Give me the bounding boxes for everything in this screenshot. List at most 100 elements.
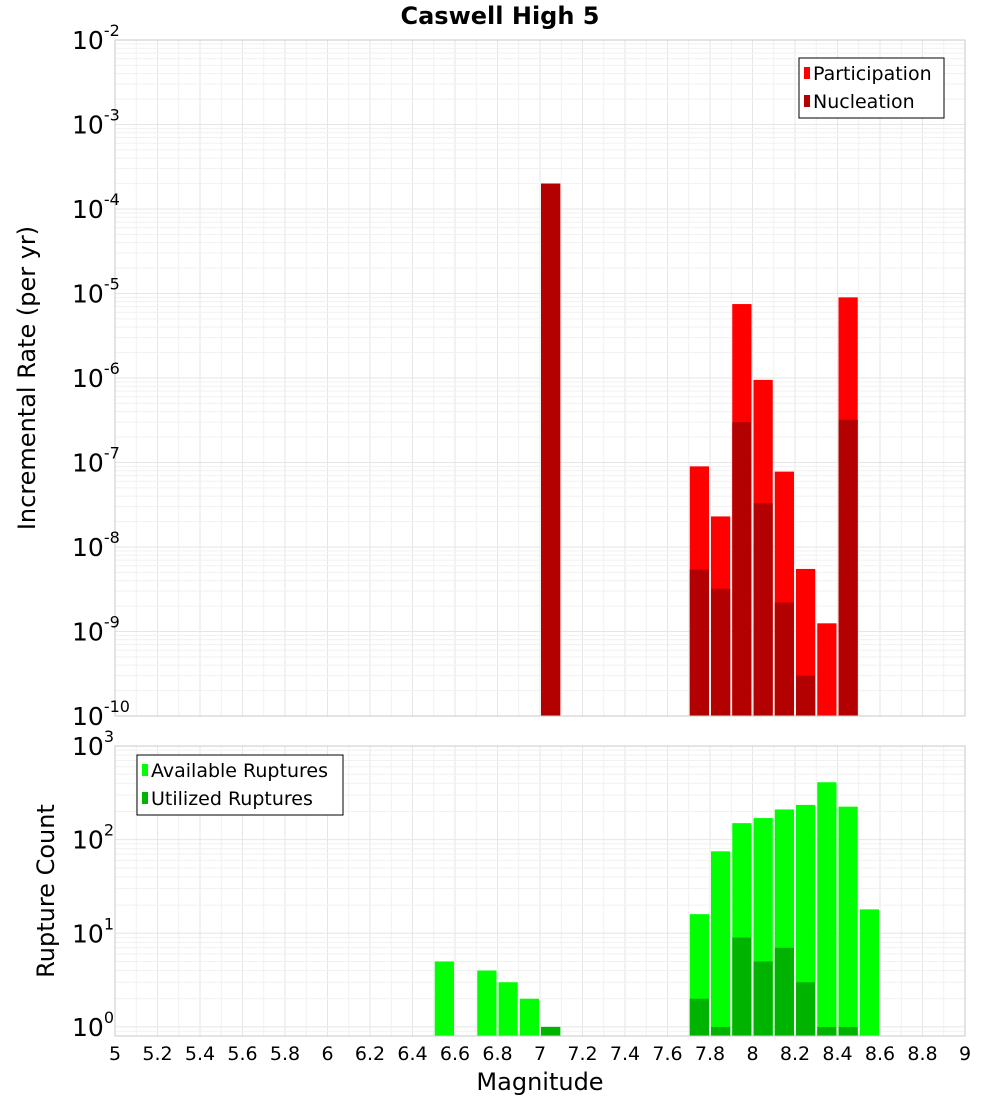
legend-label: Participation xyxy=(813,63,932,85)
y-tick-exponent: -9 xyxy=(104,613,120,632)
y-tick-base: 10 xyxy=(72,280,104,309)
bar-count-series1-0 xyxy=(541,1026,561,1036)
y-tick-base: 10 xyxy=(72,702,104,731)
x-tick-label: 5 xyxy=(109,1043,121,1065)
y-tick-label: 10-5 xyxy=(72,275,120,309)
y-tick-label: 10-4 xyxy=(72,190,120,224)
bar-count-series1-6 xyxy=(796,982,816,1036)
y-tick-label: 10-7 xyxy=(72,444,120,478)
y-tick-label: 103 xyxy=(72,727,114,761)
y-tick-base: 10 xyxy=(72,195,104,224)
count-y-axis-label: Rupture Count xyxy=(32,804,60,978)
y-tick-label: 102 xyxy=(72,821,114,855)
y-tick-exponent: -3 xyxy=(104,106,120,125)
y-tick-base: 10 xyxy=(72,111,104,140)
y-tick-label: 100 xyxy=(72,1008,114,1042)
y-tick-base: 10 xyxy=(72,732,104,761)
y-tick-exponent: -8 xyxy=(104,528,120,547)
bar-count-series0-12 xyxy=(838,806,858,1036)
x-tick-label: 8.8 xyxy=(907,1043,937,1065)
count-legend: Available Ruptures Utilized Ruptures xyxy=(136,754,344,816)
bar-count-series1-8 xyxy=(838,1026,858,1036)
y-tick-base: 10 xyxy=(72,919,104,948)
bar-count-series1-4 xyxy=(753,961,773,1036)
y-tick-exponent: -2 xyxy=(104,21,120,40)
y-tick-label: 101 xyxy=(72,914,114,948)
y-tick-label: 10-6 xyxy=(72,359,120,393)
bar-rate-series1-3 xyxy=(732,422,752,716)
x-tick-label: 7.8 xyxy=(695,1043,725,1065)
bar-rate-series1-6 xyxy=(796,675,816,716)
legend-label: Utilized Ruptures xyxy=(151,788,313,810)
legend-swatch xyxy=(142,764,148,776)
y-tick-base: 10 xyxy=(72,364,104,393)
y-tick-exponent: -4 xyxy=(104,190,120,209)
bar-count-series1-7 xyxy=(817,1026,837,1036)
y-tick-base: 10 xyxy=(72,826,104,855)
x-tick-label: 8.6 xyxy=(865,1043,895,1065)
x-axis-label: Magnitude xyxy=(476,1068,603,1096)
rate-bars xyxy=(541,183,858,716)
bar-count-series1-3 xyxy=(732,937,752,1036)
y-tick-base: 10 xyxy=(72,26,104,55)
y-tick-label: 10-9 xyxy=(72,613,120,647)
x-tick-label: 9 xyxy=(959,1043,971,1065)
y-tick-exponent: 2 xyxy=(104,821,114,840)
y-tick-exponent: 1 xyxy=(104,914,114,933)
y-tick-exponent: -6 xyxy=(104,359,120,378)
y-tick-exponent: 0 xyxy=(104,1008,114,1027)
legend-swatch xyxy=(804,67,810,79)
x-tick-label: 6.8 xyxy=(482,1043,512,1065)
legend-swatch xyxy=(142,792,148,804)
legend-box xyxy=(798,57,945,119)
count-plot-frame xyxy=(114,745,966,1037)
x-tick-label: 5.8 xyxy=(270,1043,300,1065)
x-tick-label: 6.2 xyxy=(355,1043,385,1065)
y-tick-base: 10 xyxy=(72,1013,104,1042)
bar-rate-series1-7 xyxy=(838,419,858,716)
x-tick-label: 5.6 xyxy=(227,1043,257,1065)
chart-title: Caswell High 5 xyxy=(401,2,600,30)
bar-count-series0-0 xyxy=(434,961,454,1036)
y-tick-label: 10-10 xyxy=(72,697,130,731)
bar-count-series0-3 xyxy=(519,998,539,1036)
y-tick-base: 10 xyxy=(72,533,104,562)
x-tick-labels: 5 5.2 5.4 5.6 5.8 6 6.2 6.4 6.6 6.8 7 7.2 7.4 7.6 7.8 8… xyxy=(109,1043,971,1065)
rate-legend: Participation Nucleation xyxy=(798,57,945,119)
x-tick-label: 5.2 xyxy=(142,1043,172,1065)
count-bars xyxy=(434,782,879,1036)
bar-count-series0-11 xyxy=(817,782,837,1036)
y-tick-base: 10 xyxy=(72,618,104,647)
legend-box xyxy=(136,754,344,816)
bar-rate-series1-2 xyxy=(711,588,731,716)
rate-plot-frame xyxy=(114,39,966,717)
x-tick-label: 8.4 xyxy=(822,1043,852,1065)
legend-swatch xyxy=(804,95,810,107)
bar-rate-series1-1 xyxy=(689,569,709,716)
bar-count-series0-10 xyxy=(796,804,816,1036)
bar-count-series1-5 xyxy=(774,947,794,1036)
y-tick-exponent: -10 xyxy=(104,697,130,716)
bar-count-series1-1 xyxy=(689,998,709,1036)
x-tick-label: 7.2 xyxy=(567,1043,597,1065)
y-tick-base: 10 xyxy=(72,449,104,478)
x-tick-label: 6.4 xyxy=(397,1043,427,1065)
x-tick-label: 5.4 xyxy=(185,1043,215,1065)
bar-rate-series1-0 xyxy=(541,183,561,716)
bar-count-series0-1 xyxy=(477,970,497,1036)
y-tick-exponent: -7 xyxy=(104,444,120,463)
bar-rate-series0-7 xyxy=(817,623,837,716)
bar-count-series0-13 xyxy=(859,909,879,1036)
x-tick-label: 7.4 xyxy=(610,1043,640,1065)
x-tick-label: 7 xyxy=(534,1043,546,1065)
y-tick-exponent: 3 xyxy=(104,727,114,746)
x-tick-label: 6 xyxy=(321,1043,333,1065)
y-tick-exponent: -5 xyxy=(104,275,120,294)
bar-count-series1-2 xyxy=(711,1026,731,1036)
rate-y-axis-label: Incremental Rate (per yr) xyxy=(13,226,41,530)
bar-rate-series1-5 xyxy=(774,602,794,716)
y-tick-label: 10-2 xyxy=(72,21,120,55)
